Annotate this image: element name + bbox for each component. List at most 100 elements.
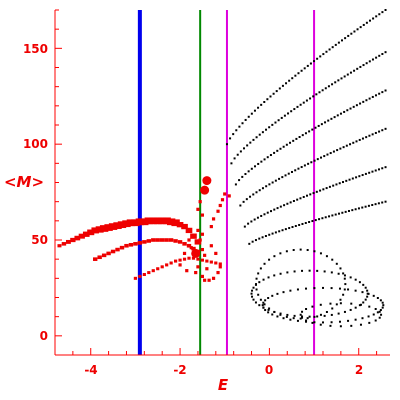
data-point (155, 238, 160, 242)
data-point (319, 252, 322, 255)
data-point (261, 131, 264, 134)
data-point (316, 315, 319, 318)
data-point (200, 185, 210, 195)
data-point (223, 192, 227, 196)
data-point (196, 265, 200, 269)
data-point (140, 218, 149, 226)
data-point (285, 250, 288, 253)
data-point (367, 292, 370, 295)
data-point (258, 133, 261, 136)
data-point (198, 238, 202, 242)
data-point (356, 28, 359, 31)
data-point (200, 232, 204, 236)
data-point (271, 181, 274, 184)
data-point (282, 145, 285, 148)
data-point (301, 315, 304, 318)
data-point (205, 259, 209, 263)
data-point (91, 227, 99, 234)
data-point (263, 158, 266, 161)
data-point (330, 287, 333, 290)
data-point (258, 304, 261, 307)
data-point (376, 297, 379, 300)
data-point (218, 265, 222, 269)
data-point (338, 320, 341, 323)
data-point (273, 310, 276, 313)
data-point (262, 306, 265, 309)
data-point (328, 48, 331, 51)
data-point (355, 176, 358, 179)
data-point (308, 315, 311, 318)
data-point (305, 320, 308, 323)
data-point (338, 287, 341, 290)
data-point (165, 263, 169, 267)
data-point (196, 257, 200, 261)
data-point (126, 219, 136, 227)
data-point (262, 301, 265, 304)
data-point (316, 269, 319, 272)
data-point (135, 218, 145, 226)
data-point (61, 242, 67, 246)
data-point (265, 185, 268, 188)
data-point (257, 162, 260, 165)
data-point (343, 277, 346, 280)
data-point (374, 131, 377, 134)
data-point (319, 313, 322, 316)
data-point (294, 74, 297, 77)
data-point (169, 261, 173, 265)
data-point (266, 156, 269, 159)
data-point (372, 294, 375, 297)
data-point (362, 23, 365, 26)
data-point (292, 317, 295, 320)
data-point (200, 213, 204, 217)
data-point (304, 221, 307, 224)
data-point (362, 301, 365, 304)
data-point (368, 305, 371, 308)
data-point (271, 123, 274, 126)
data-point (368, 97, 371, 100)
data-point (251, 240, 254, 243)
data-point (359, 303, 362, 306)
data-point (341, 211, 344, 214)
data-point (264, 235, 267, 238)
data-point (189, 246, 193, 250)
data-point (299, 103, 302, 106)
data-point (171, 219, 180, 227)
data-point (251, 295, 254, 298)
data-point (273, 151, 276, 154)
data-point (316, 57, 319, 60)
data-point (261, 187, 264, 190)
data-point (95, 226, 104, 233)
data-point (305, 319, 308, 322)
black-data-points (225, 9, 387, 328)
data-point (349, 276, 352, 279)
data-point (339, 302, 342, 305)
data-point (381, 129, 384, 132)
data-point (331, 83, 334, 86)
data-point (286, 271, 289, 274)
data-point (276, 149, 279, 152)
data-point (284, 174, 287, 177)
data-point (168, 238, 174, 242)
data-point (257, 293, 260, 296)
data-point (381, 91, 384, 94)
data-point (346, 109, 349, 112)
data-point (194, 239, 202, 245)
data-point (294, 169, 297, 172)
data-point (319, 303, 322, 306)
data-point (185, 227, 193, 234)
data-point (326, 153, 329, 156)
data-point (279, 312, 282, 315)
data-point (87, 229, 95, 236)
data-point (350, 32, 353, 35)
data-point (303, 164, 306, 167)
data-point (303, 67, 306, 70)
data-point (359, 26, 362, 29)
data-point (263, 303, 266, 306)
data-point (279, 313, 282, 316)
data-point (257, 272, 260, 275)
data-point (343, 310, 346, 313)
data-point (74, 235, 81, 241)
data-point (285, 315, 288, 318)
data-point (329, 324, 332, 327)
data-point (349, 71, 352, 74)
